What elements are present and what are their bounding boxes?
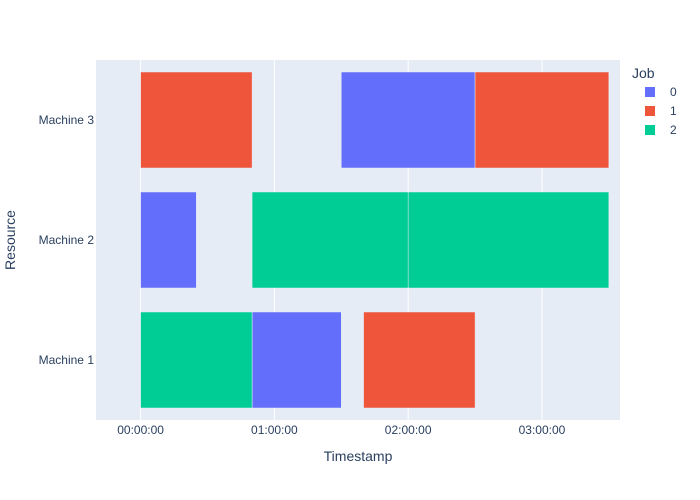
- x-axis-ticks: 00:00:00 01:00:00 02:00:00 03:00:00: [117, 423, 565, 437]
- x-tick-label: 01:00:00: [251, 423, 298, 437]
- x-tick-label: 00:00:00: [117, 423, 164, 437]
- legend-label: 1: [670, 104, 677, 118]
- y-axis-ticks: Machine 1 Machine 2 Machine 3: [39, 113, 95, 367]
- gantt-bar-job-0: [341, 71, 476, 169]
- legend-swatch: [645, 125, 655, 135]
- gantt-bar-job-0: [251, 311, 342, 409]
- gantt-bar-job-1: [363, 311, 476, 409]
- legend-swatch: [645, 87, 655, 97]
- legend: Job 0 1 2: [632, 65, 677, 137]
- x-tick-label: 02:00:00: [385, 423, 432, 437]
- y-axis-title: Resource: [2, 210, 18, 270]
- y-tick-label: Machine 2: [39, 233, 95, 247]
- gantt-bar-job-1: [474, 71, 610, 169]
- gantt-bar-job-2: [251, 191, 409, 289]
- y-tick-label: Machine 3: [39, 113, 95, 127]
- x-tick-label: 03:00:00: [519, 423, 566, 437]
- gantt-bar-job-1: [140, 71, 253, 169]
- gantt-bar-job-2: [407, 191, 610, 289]
- legend-label: 0: [670, 85, 677, 99]
- bars: [140, 71, 610, 409]
- gantt-bar-job-0: [140, 191, 197, 289]
- legend-swatch: [645, 106, 655, 116]
- legend-label: 2: [670, 123, 677, 137]
- x-axis-title: Timestamp: [324, 448, 393, 464]
- legend-title: Job: [632, 65, 655, 81]
- y-tick-label: Machine 1: [39, 353, 95, 367]
- gantt-bar-job-2: [140, 311, 253, 409]
